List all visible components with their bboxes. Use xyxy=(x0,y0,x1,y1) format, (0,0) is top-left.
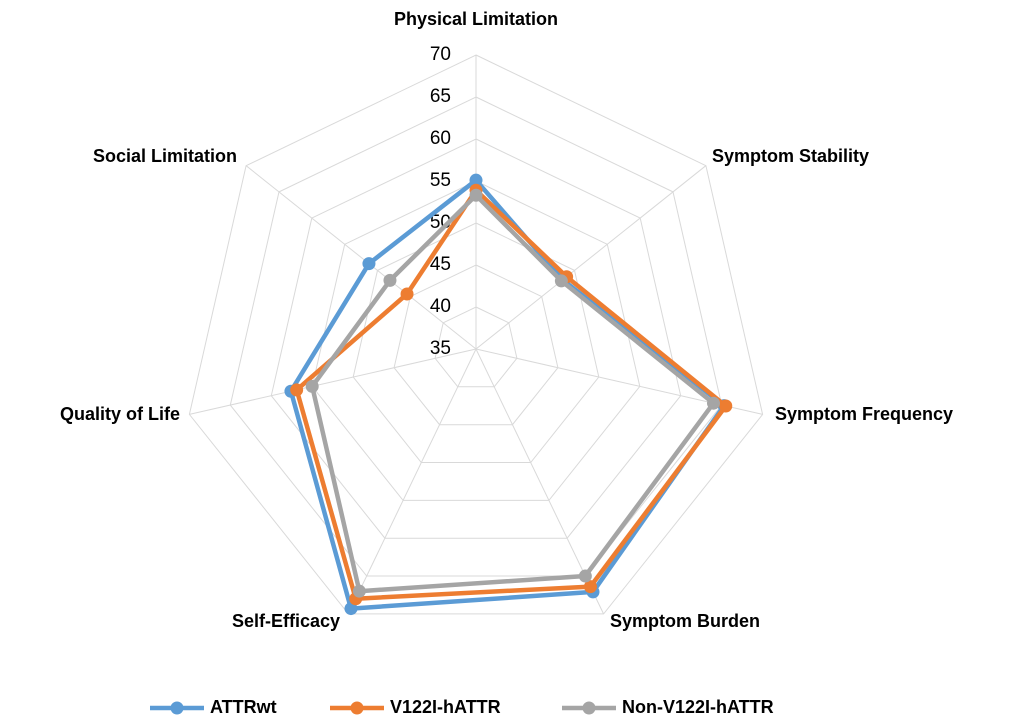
y-tick-label: 70 xyxy=(430,44,451,65)
data-point xyxy=(362,257,376,271)
data-point xyxy=(290,383,304,397)
legend-marker xyxy=(170,701,184,715)
data-point xyxy=(469,188,483,202)
y-tick-label: 40 xyxy=(430,296,451,317)
legend-marker xyxy=(350,701,364,715)
legend-label: Non-V122I-hATTR xyxy=(622,697,774,717)
category-label: Self-Efficacy xyxy=(232,611,340,631)
spoke xyxy=(189,348,477,415)
category-label: Symptom Burden xyxy=(610,611,760,631)
grid-ring xyxy=(229,96,723,577)
series-line xyxy=(309,193,716,594)
spoke xyxy=(245,165,477,350)
data-point xyxy=(719,399,733,413)
spoke xyxy=(475,165,707,350)
legend-marker xyxy=(582,701,596,715)
data-point xyxy=(400,287,414,301)
data-point xyxy=(578,569,592,583)
data-point xyxy=(344,602,358,616)
y-tick-label: 45 xyxy=(430,254,451,275)
grid-ring xyxy=(270,138,682,539)
category-label: Quality of Life xyxy=(60,404,180,424)
category-label: Symptom Frequency xyxy=(775,404,953,424)
y-tick-label: 65 xyxy=(430,86,451,107)
grid-ring xyxy=(188,54,764,615)
data-point xyxy=(305,379,319,393)
y-tick-label: 55 xyxy=(430,170,451,191)
series-line xyxy=(294,187,729,601)
category-label: Symptom Stability xyxy=(712,146,869,166)
data-point xyxy=(383,273,397,287)
data-point xyxy=(352,584,366,598)
spoke xyxy=(347,348,477,615)
grid-ring xyxy=(311,180,641,501)
data-point xyxy=(583,580,597,594)
legend-label: V122I-hATTR xyxy=(390,697,501,717)
data-point xyxy=(706,396,720,410)
y-tick-label: 35 xyxy=(430,338,451,359)
grid-ring xyxy=(393,264,559,426)
data-point xyxy=(469,173,483,187)
spoke xyxy=(475,348,605,615)
y-tick-label: 60 xyxy=(430,128,451,149)
category-label: Social Limitation xyxy=(93,146,237,166)
category-label: Physical Limitation xyxy=(394,9,558,29)
grid-ring xyxy=(434,306,518,388)
data-point xyxy=(554,274,568,288)
legend-label: ATTRwt xyxy=(210,697,277,717)
